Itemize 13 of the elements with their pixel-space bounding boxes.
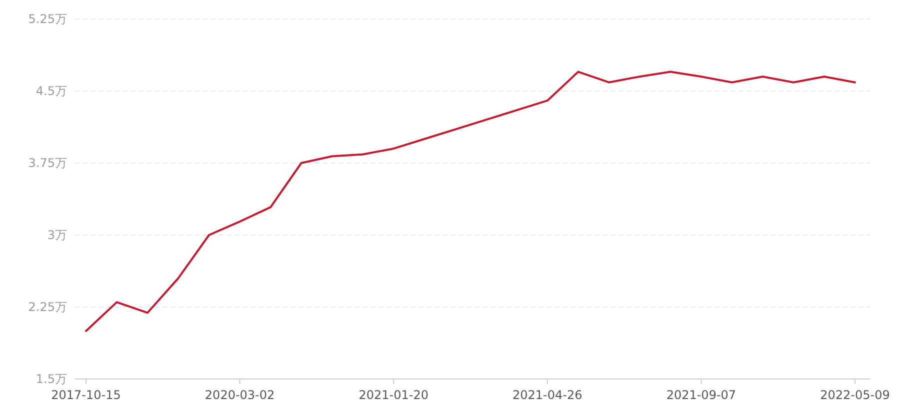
y-tick-label: 5.25万	[28, 12, 67, 26]
line-series	[85, 70, 856, 332]
x-tick-label: 2020-03-02	[204, 388, 275, 400]
x-tick-label: 2017-10-15	[51, 388, 121, 400]
x-tick-label: 2022-05-09	[820, 388, 890, 400]
y-tick-label: 2.25万	[28, 300, 67, 314]
y-tick-label: 4.5万	[36, 84, 67, 98]
y-tick-label: 3.75万	[28, 156, 67, 170]
y-tick-label: 3万	[47, 228, 67, 242]
x-tick-label: 2021-09-07	[666, 388, 736, 400]
y-tick-label: 1.5万	[36, 372, 67, 386]
x-tick-label: 2021-04-26	[512, 388, 582, 400]
x-tick-label: 2021-01-20	[358, 388, 428, 400]
